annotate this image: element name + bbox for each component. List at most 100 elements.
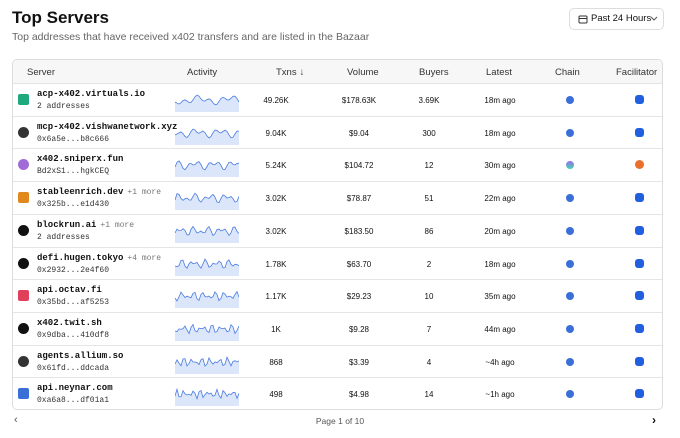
volume-cell: $9.04 (348, 128, 370, 138)
column-header[interactable]: Chain (555, 67, 580, 78)
server-name: x402.twit.sh (37, 318, 102, 328)
latest-cell: 18m ago (484, 128, 516, 138)
latest-cell: 18m ago (484, 96, 516, 105)
table-row[interactable]: x402.sniperx.fun Bd2xS1...hgkCEQ 5.24K $104… (13, 148, 662, 182)
activity-sparkline (175, 225, 239, 243)
latest-cell: ~4h ago (485, 357, 515, 367)
column-header[interactable]: Buyers (419, 67, 449, 78)
buyers-cell: 14 (424, 390, 434, 400)
server-host: mcp-x402.vishwanetwork.xyz (37, 121, 178, 132)
table-row[interactable]: defi.hugen.tokyo +4 more 0x2932...2e4f60 1.… (13, 246, 662, 281)
buyers-cell: 51 (424, 194, 434, 204)
sparkline-shape (175, 290, 239, 302)
table-row[interactable]: api.octav.fi 0x35bd...af5253 1.17K $29.23 10… (13, 279, 662, 313)
server-host: agents.allium.so (37, 350, 124, 361)
activity-sparkline (175, 192, 239, 211)
server-icon (18, 355, 29, 367)
buyers-cell: 300 (422, 128, 436, 138)
activity-sparkline (175, 355, 239, 374)
chain-icon (566, 292, 574, 301)
chain-icon (566, 259, 574, 268)
txns-cell: 1K (271, 324, 281, 334)
chevron (650, 16, 658, 21)
sparkline-shape (175, 389, 239, 407)
latest-cell: 18m ago (484, 259, 516, 269)
table-row[interactable]: api.neynar.com 0xa6a8...df01a1 498 $4.98 14 ~… (13, 377, 662, 409)
latest-cell: ~1h ago (485, 390, 515, 400)
txns-cell: 5.24K (265, 161, 287, 171)
column-header[interactable]: Txns ↓ (276, 67, 305, 78)
volume-cell: $78.87 (346, 194, 372, 204)
chain-icon (566, 226, 574, 235)
sparkline-shape (175, 226, 239, 243)
column-header[interactable]: Facilitator (616, 67, 658, 78)
facilitator-icon (635, 193, 644, 203)
prev-page[interactable]: ‹ (14, 414, 18, 426)
latest-cell: 22m ago (484, 194, 516, 204)
facilitator-icon (635, 291, 644, 301)
sparkline-shape (175, 193, 239, 211)
table-row[interactable]: x402.twit.sh 0x9dba...410df8 1K $9.28 7 44m a… (13, 311, 662, 346)
chain-icon (566, 324, 574, 333)
chain-icon (566, 357, 574, 366)
server-address: 0x6a5e...b8c666 (37, 134, 110, 144)
activity-sparkline (175, 128, 239, 145)
server-name: blockrun.ai +1 more (37, 220, 134, 230)
time-filter[interactable]: Past 24 Hours (569, 8, 664, 30)
txns-cell: 498 (269, 390, 283, 400)
subtitle: Top addresses that have received x402 tr… (12, 31, 370, 43)
table-row[interactable]: blockrun.ai +1 more 2 addresses 3.02K $183.5… (13, 213, 662, 248)
column-header: Activity (187, 67, 218, 78)
facilitator-icon (635, 258, 644, 268)
server-host: api.neynar.com (37, 383, 113, 394)
volume-cell: $9.28 (348, 324, 370, 334)
server-name: defi.hugen.tokyo +4 more (37, 253, 161, 263)
table-row[interactable]: agents.allium.so 0x61fd...ddcada 868 $3.39 4… (13, 344, 662, 379)
sparkline-shape (175, 95, 239, 112)
pagination: Page 1 of 10 (315, 416, 365, 426)
txns-cell: 3.02K (265, 226, 287, 236)
buyers-cell: 10 (424, 292, 434, 302)
sparkline-shape (175, 225, 239, 236)
facilitator-icon (635, 127, 644, 137)
page-title: Top Servers (12, 8, 110, 27)
server-address: 2 addresses (37, 232, 90, 242)
sort-arrow: ↓ (299, 67, 305, 78)
volume-cell: $63.70 (346, 259, 372, 269)
buyers-cell: 3.69K (418, 96, 440, 105)
txns-cell: 868 (269, 357, 283, 367)
server-address: 0x35bd...af5253 (37, 298, 110, 308)
server-icon (18, 192, 29, 204)
server-name: acp-x402.virtuals.io (37, 89, 145, 99)
next-page[interactable]: › (652, 413, 656, 427)
more-count: +4 more (127, 253, 162, 263)
facilitator-icon (635, 389, 644, 399)
activity-sparkline (175, 388, 239, 407)
server-name: api.neynar.com (37, 383, 113, 393)
volume-cell: $178.63K (341, 96, 377, 105)
volume-cell: $104.72 (344, 161, 374, 171)
server-icon (18, 126, 29, 138)
server-icon (18, 159, 29, 171)
sparkline-shape (175, 128, 239, 139)
sparkline-shape (175, 94, 239, 106)
column-header[interactable]: Latest (486, 67, 512, 78)
table-row[interactable]: acp-x402.virtuals.io 2 addresses 49.26K $17… (13, 83, 662, 117)
sparkline-shape (175, 388, 239, 401)
txns-cell: 9.04K (265, 128, 287, 138)
buyers-cell: 86 (424, 226, 434, 236)
activity-sparkline (175, 323, 239, 341)
server-name: x402.sniperx.fun (37, 154, 123, 164)
server-name: agents.allium.so (37, 351, 123, 361)
column-header[interactable]: Volume (347, 67, 379, 78)
table-row[interactable]: mcp-x402.vishwanetwork.xyz 0x6a5e...b8c66… (13, 115, 662, 150)
server-host: acp-x402.virtuals.io (37, 89, 146, 99)
table-row[interactable]: stableenrich.dev +1 more 0x325b...e1d430 3.… (13, 181, 662, 215)
txns-cell: 49.26K (263, 96, 289, 105)
server-icon (18, 224, 29, 236)
sparkline-shape (175, 355, 239, 367)
server-name: mcp-x402.vishwanetwork.xyz (37, 122, 177, 132)
filter-label: Past 24 Hours (591, 13, 652, 24)
server-icon (18, 94, 29, 105)
txns-cell: 3.02K (265, 194, 287, 204)
